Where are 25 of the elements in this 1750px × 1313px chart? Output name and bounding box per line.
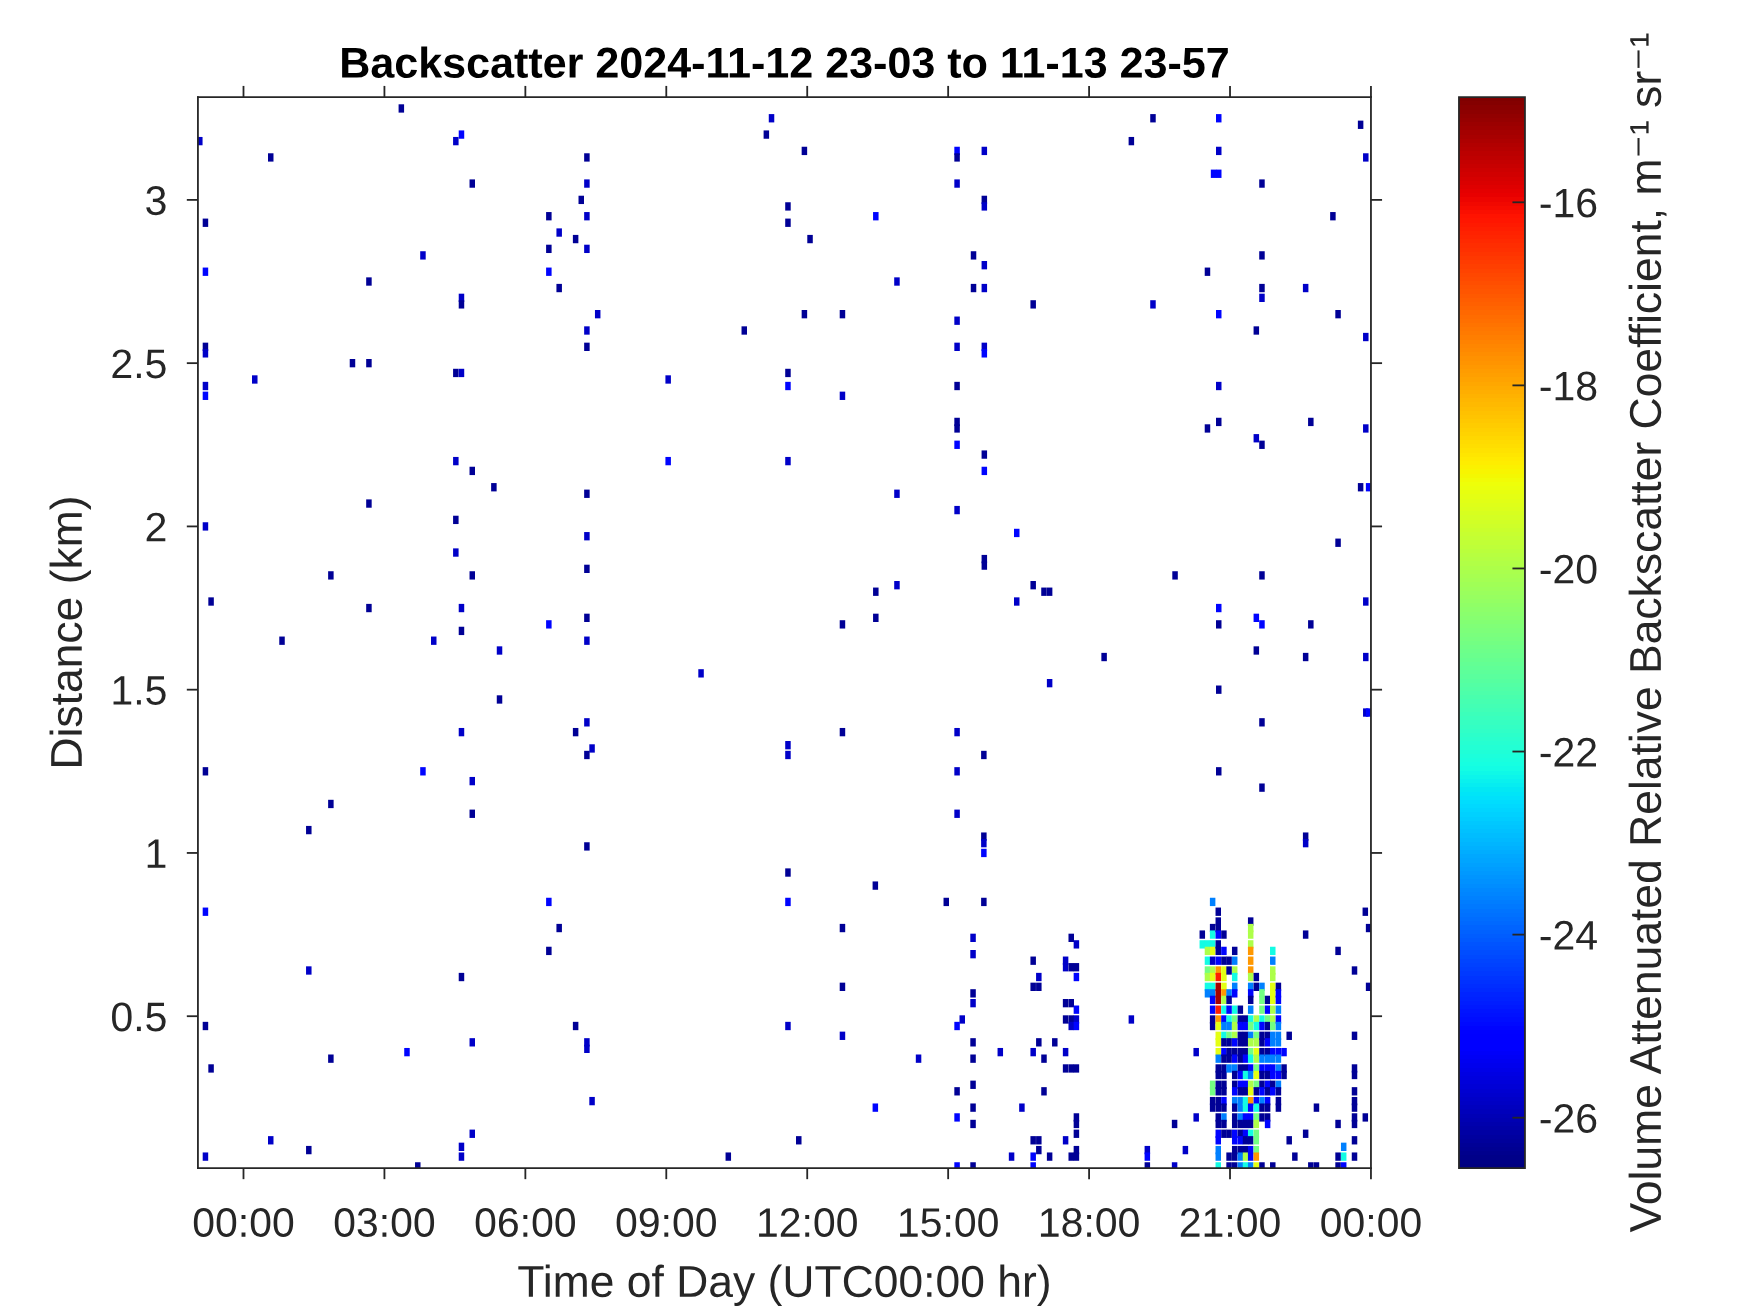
y-tick-label: 1.5 xyxy=(113,676,166,705)
color-bar-label: -24 xyxy=(1540,920,1597,950)
x-tick-label: 00:00 xyxy=(1321,1208,1421,1238)
x-tick-label: 15:00 xyxy=(900,1208,998,1238)
x-tick-label: 00:00 xyxy=(193,1208,294,1238)
color-bar-label: -16 xyxy=(1540,188,1597,218)
color-bar-title: Volume Attenuated Relative Backscatter Coefficient, m⁻¹ sr⁻¹ xyxy=(1628,33,1667,1233)
x-axis-title: Time of Day (UTC00:00 hr) xyxy=(518,1264,1049,1306)
x-tick-label: 12:00 xyxy=(759,1208,857,1238)
chart-title: Backscatter 2024-11-12 23-03 to 11-13 23-57 xyxy=(342,46,1228,79)
x-tick-label: 06:00 xyxy=(475,1208,576,1238)
color-bar-label: -18 xyxy=(1540,371,1597,401)
x-tick-label: 03:00 xyxy=(334,1208,435,1238)
y-tick-label: 1 xyxy=(147,839,166,868)
color-bar-label: -26 xyxy=(1540,1103,1597,1133)
x-tick-label: 18:00 xyxy=(1040,1208,1139,1238)
y-tick-label: 2 xyxy=(146,512,166,542)
color-bar-label: -22 xyxy=(1540,737,1596,767)
y-tick-label: 3 xyxy=(146,186,166,216)
y-tick-label: 2.5 xyxy=(112,349,166,379)
y-axis-title: Distance (km) xyxy=(49,498,91,766)
x-tick-label: 09:00 xyxy=(616,1208,716,1238)
y-tick-label: 0.5 xyxy=(112,1002,166,1032)
color-bar-label: -20 xyxy=(1540,554,1597,584)
x-tick-label: 21:00 xyxy=(1180,1208,1280,1238)
